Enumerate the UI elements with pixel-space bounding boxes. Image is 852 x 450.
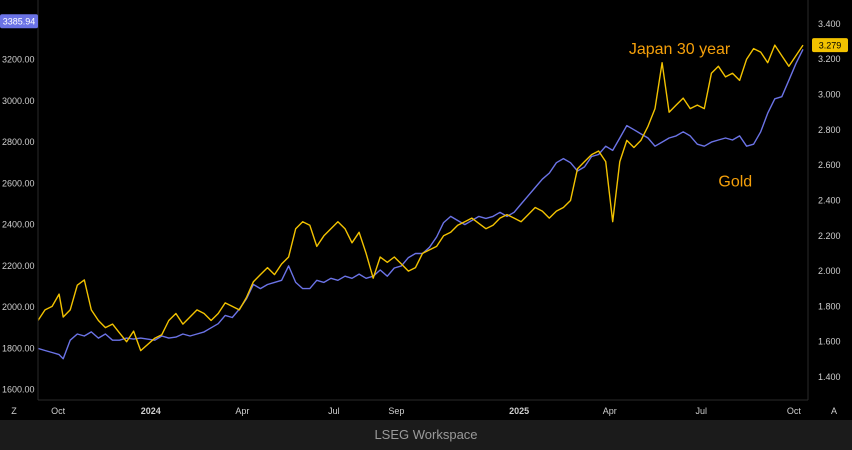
right-tick-label: 3.400 [818,19,841,29]
left-tick-label: 2400.00 [2,220,35,230]
last-value-badge [0,14,38,29]
x-axis: Oct 2024 Apr Jul Sep 2025 Apr Jul Oct [51,406,801,416]
right-tick-label: 3.000 [818,90,841,100]
annotation-label: Gold [718,173,752,190]
right-tick-label: 1.800 [818,301,841,311]
right-tick-label: 1.400 [818,372,841,382]
x-tick-label: Sep [388,406,404,416]
right-tick-label: 1.600 [818,337,841,347]
left-tick-label: 3000.00 [2,96,35,106]
footer: LSEG Workspace [0,420,852,450]
last-value-badge [812,38,848,53]
corner-left-label: Z [11,406,17,416]
left-axis: 3200.00 3000.00 2800.00 2600.00 2400.00 2200.… [2,55,35,395]
x-tick-label: 2024 [141,406,161,416]
right-tick-label: 2.800 [818,125,841,135]
x-tick-label: Jul [328,406,340,416]
last-value-label: 3385.94 [3,17,36,27]
series-layer [38,44,804,360]
left-tick-label: 2600.00 [2,178,35,188]
x-tick-label: Apr [603,406,617,416]
scale-corner-left-button[interactable]: Z [6,404,22,417]
x-tick-label: Oct [51,406,66,416]
annotation-label: Japan 30 year [629,41,731,58]
right-tick-label: 2.600 [818,160,841,170]
x-tick-label: 2025 [509,406,529,416]
left-tick-label: 3200.00 [2,55,35,65]
footer-text: LSEG Workspace [374,427,478,442]
right-tick-label: 2.400 [818,195,841,205]
x-tick-label: Oct [787,406,802,416]
right-tick-label: 2.200 [818,231,841,241]
right-axis: 3.400 3.200 3.000 2.800 2.600 2.400 2.200 2.000… [818,19,841,382]
annotations: Japan 30 year Gold [629,41,752,190]
last-value-label: 3.279 [819,41,842,51]
left-tick-label: 2000.00 [2,302,35,312]
series-line-japan-30-year [38,44,804,352]
right-tick-label: 2.000 [818,266,841,276]
left-tick-label: 2200.00 [2,261,35,271]
x-tick-label: Apr [235,406,249,416]
x-tick-label: Jul [696,406,708,416]
corner-right-label: A [831,406,837,416]
left-tick-label: 1600.00 [2,385,35,395]
left-tick-label: 1800.00 [2,343,35,353]
chart: 3200.00 3000.00 2800.00 2600.00 2400.00 2200.… [0,0,848,417]
left-tick-label: 2800.00 [2,137,35,147]
scale-corner-right-button[interactable]: A [826,404,842,417]
last-value-labels: 3385.94 3.279 [0,14,848,53]
right-tick-label: 3.200 [818,54,841,64]
